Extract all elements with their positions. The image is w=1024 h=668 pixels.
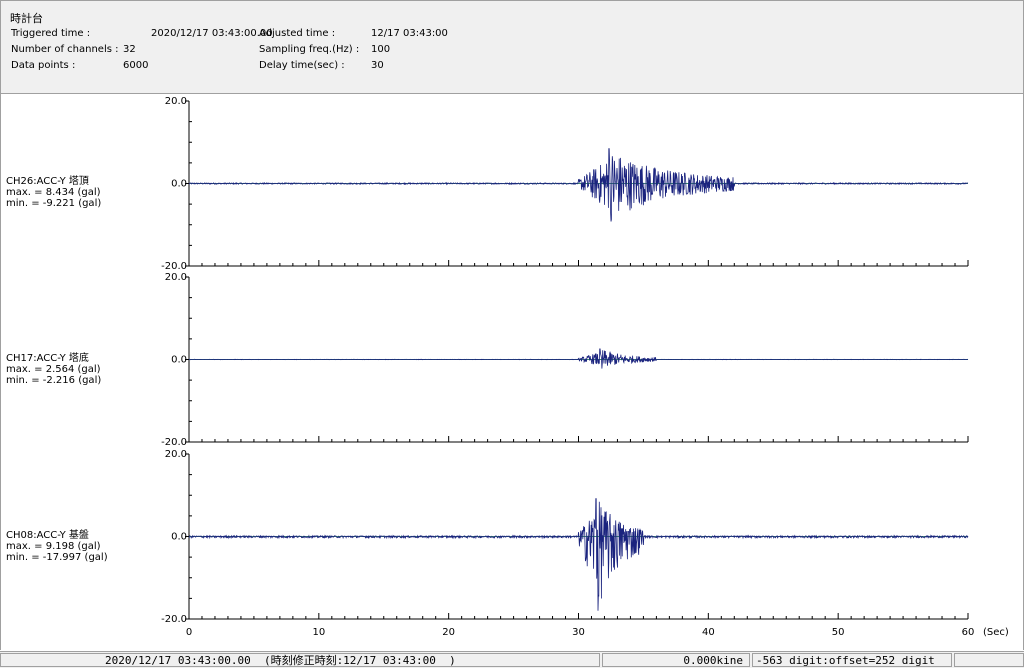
y-tick-label: 0.0 xyxy=(171,355,187,366)
delay-time-label: Delay time(sec) : xyxy=(259,60,345,71)
y-tick-label: 0.0 xyxy=(171,179,187,190)
x-tick-label: 0 xyxy=(186,627,192,638)
station-title: 時計台 xyxy=(10,12,43,25)
y-tick-label: 20.0 xyxy=(165,96,187,107)
status-extra xyxy=(954,653,1024,667)
y-tick-label: -20.0 xyxy=(161,437,187,448)
status-time: 2020/12/17 03:43:00.00 (時刻修正時刻:12/17 03:… xyxy=(0,653,600,667)
waveform-chart: 20.00.0-20.020.00.0-20.020.00.0-20.00 10 2… xyxy=(161,96,1009,638)
triggered-time-value: 2020/12/17 03:43:00.00 xyxy=(151,28,273,39)
y-tick-label: -20.0 xyxy=(161,614,187,625)
channel-name: CH17:ACC-Y 塔底 xyxy=(6,353,89,364)
sampling-freq-label: Sampling freq.(Hz) : xyxy=(259,44,360,55)
status-digit: -563 digit:offset=252 digit xyxy=(752,653,952,667)
datapoints-label: Data points : xyxy=(11,60,76,71)
channel-max: max. = 9.198 (gal) xyxy=(6,541,101,552)
waveform-plot-area[interactable]: CH26:ACC-Y 塔頂 max. = 8.434 (gal) min. = -9… xyxy=(0,94,1024,650)
channel-label-ch17: CH17:ACC-Y 塔底 max. = 2.564 (gal) min. = -2… xyxy=(6,353,101,386)
channel-min: min. = -9.221 (gal) xyxy=(6,198,102,209)
x-axis-label: (Sec) xyxy=(983,627,1009,638)
x-tick-label: 20 xyxy=(442,627,455,638)
channel-label-ch08: CH08:ACC-Y 基盤 max. = 9.198 (gal) min. = -1… xyxy=(6,530,108,563)
info-header: 時計台 Triggered time : 2020/12/17 03:43:00… xyxy=(0,0,1024,94)
status-bar: 2020/12/17 03:43:00.00 (時刻修正時刻:12/17 03:… xyxy=(0,651,1024,668)
channel-min: min. = -17.997 (gal) xyxy=(6,552,108,563)
channel-name: CH08:ACC-Y 基盤 xyxy=(6,530,89,541)
x-tick-label: 40 xyxy=(702,627,715,638)
delay-time-value: 30 xyxy=(371,60,384,71)
y-tick-label: 20.0 xyxy=(165,449,187,460)
y-tick-label: 20.0 xyxy=(165,272,187,283)
waveform-series xyxy=(188,148,969,222)
channel-max: max. = 2.564 (gal) xyxy=(6,364,101,375)
sampling-freq-value: 100 xyxy=(371,44,391,55)
channel-name: CH26:ACC-Y 塔頂 xyxy=(6,176,89,187)
channels-value: 32 xyxy=(123,44,136,55)
x-tick-label: 10 xyxy=(312,627,325,638)
y-tick-label: -20.0 xyxy=(161,261,187,272)
channel-min: min. = -2.216 (gal) xyxy=(6,375,102,386)
waveform-series xyxy=(188,348,969,369)
waveform-series xyxy=(188,498,969,611)
status-velocity: 0.000kine xyxy=(602,653,750,667)
x-tick-label: 30 xyxy=(572,627,585,638)
adjusted-time-value: 12/17 03:43:00 xyxy=(371,28,448,39)
x-tick-label: 60 xyxy=(962,627,975,638)
channel-label-ch26: CH26:ACC-Y 塔頂 max. = 8.434 (gal) min. = -9… xyxy=(6,176,101,209)
triggered-time-label: Triggered time : xyxy=(11,28,91,39)
channel-max: max. = 8.434 (gal) xyxy=(6,187,101,198)
channels-label: Number of channels : xyxy=(11,44,119,55)
y-tick-label: 0.0 xyxy=(171,532,187,543)
adjusted-time-label: Adjusted time : xyxy=(259,28,336,39)
x-tick-label: 50 xyxy=(832,627,845,638)
datapoints-value: 6000 xyxy=(123,60,149,71)
